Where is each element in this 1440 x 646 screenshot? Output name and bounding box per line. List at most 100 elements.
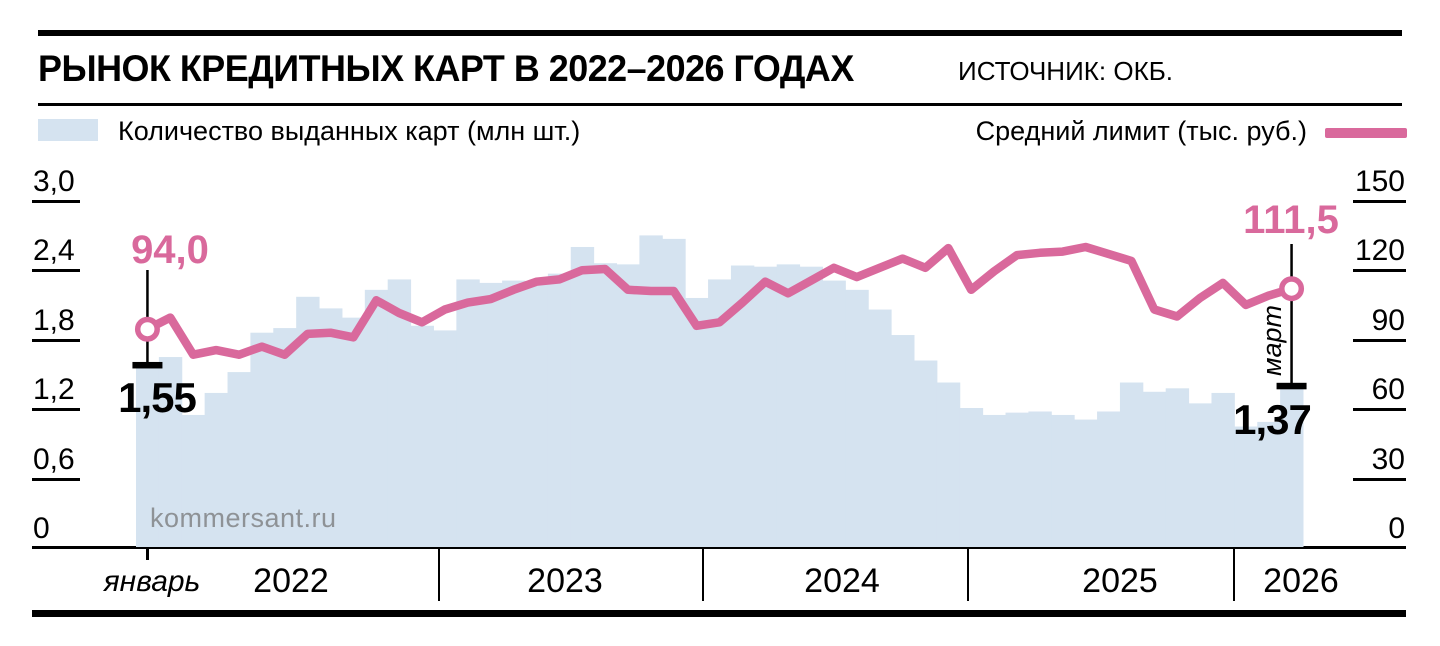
x-label-2026: 2026 (1263, 562, 1339, 600)
x-label-2025: 2025 (1082, 562, 1158, 600)
average-limit-line (143, 242, 1296, 359)
bar-month-2025-10 (1165, 388, 1190, 547)
bar-month-2022-10 (341, 317, 366, 547)
bar-month-2022-03 (181, 414, 206, 547)
left-axis-tick-0: 0 (33, 512, 50, 545)
bar-month-2022-06 (250, 332, 274, 547)
right-axis-tick-90: 90 (1371, 303, 1405, 337)
right-axis-tick-150: 150 (1354, 164, 1405, 198)
bar-month-2025-02 (982, 414, 1007, 547)
bar-month-2023-12 (662, 238, 686, 547)
start-bar-tick (132, 361, 163, 369)
x-label-2023: 2023 (527, 562, 603, 600)
right-axis-tick-60: 60 (1371, 373, 1405, 406)
january-tick (146, 548, 149, 560)
bar-month-2023-01 (410, 325, 434, 547)
bar-month-2023-03 (456, 279, 480, 547)
bar-month-2025-08 (1119, 382, 1144, 547)
right-axis-tick-30: 30 (1371, 442, 1405, 476)
right-axis-tick-0: 0 (1388, 512, 1405, 545)
bar-month-2024-09 (868, 309, 892, 547)
bar-month-2025-06 (1074, 419, 1098, 547)
bottom-rule (32, 610, 1406, 617)
watermark: kommersant.ru (150, 503, 337, 533)
bar-month-2025-09 (1142, 391, 1167, 547)
tick-line (32, 199, 80, 203)
bar-month-2024-06 (799, 266, 823, 547)
bar-month-2023-11 (639, 235, 663, 547)
end-bar-tick (1276, 382, 1307, 390)
x-label-january: январь (103, 565, 201, 598)
tick-line (1353, 199, 1406, 203)
year-divider-2024 (702, 548, 704, 601)
bar-month-2025-03 (1005, 412, 1029, 547)
bar-month-2025-04 (1028, 411, 1052, 547)
bar-month-2023-04 (479, 282, 503, 547)
bar-start-value-label: 1,55 (118, 374, 197, 421)
header-divider-rule (38, 103, 1402, 106)
bar-month-2022-11 (364, 289, 389, 547)
line-start-value-label: 94,0 (131, 228, 209, 272)
bar-month-2022-09 (319, 308, 343, 547)
tick-line (32, 338, 80, 342)
bar-month-2022-04 (204, 392, 229, 547)
bar-month-2022-12 (387, 279, 412, 547)
start-point-marker (134, 316, 160, 342)
bar-end-value-label: 1,37 (1233, 396, 1312, 443)
tick-line (1353, 338, 1406, 342)
bar-month-2024-12 (936, 382, 961, 547)
bar-month-2023-08 (570, 246, 595, 548)
bar-month-2025-12 (1211, 392, 1235, 547)
bar-month-2023-10 (616, 264, 640, 547)
left-axis-tick-1,8: 1,8 (33, 303, 75, 337)
bar-month-2026-01 (1234, 426, 1258, 547)
left-axis-tick-1,2: 1,2 (33, 373, 75, 406)
bar-month-2022-08 (296, 296, 320, 547)
bar-month-2022-01 (136, 367, 160, 547)
bar-month-2024-05 (776, 264, 801, 547)
bar-month-2026-03 (1280, 388, 1304, 547)
year-divider-2023 (438, 548, 440, 601)
left-axis-tick-3,0: 3,0 (33, 164, 75, 198)
bar-month-2022-07 (273, 328, 297, 547)
bar-month-2024-10 (891, 335, 915, 547)
bar-month-2024-03 (730, 265, 755, 547)
left-axis-tick-0,6: 0,6 (33, 442, 75, 476)
bar-month-2025-07 (1097, 411, 1121, 547)
page-title: РЫНОК КРЕДИТНЫХ КАРТ В 2022–2026 ГОДАХ (38, 48, 854, 89)
bar-month-2022-02 (158, 357, 183, 547)
line-legend-swatch (1325, 128, 1407, 138)
bar-month-2025-01 (959, 408, 984, 547)
bar-month-2023-09 (593, 263, 618, 547)
right-axis-tick-120: 120 (1354, 234, 1405, 267)
x-axis-baseline (32, 546, 1406, 549)
year-divider-2026 (1233, 548, 1235, 601)
end-point-marker (1279, 276, 1305, 302)
bar-month-2024-01 (685, 297, 709, 547)
bar-month-2025-05 (1051, 414, 1075, 547)
tick-line (1353, 269, 1406, 272)
bars-legend-label: Количество выданных карт (млн шт.) (118, 116, 581, 146)
x-label-2024: 2024 (804, 562, 880, 600)
bar-month-2024-02 (708, 279, 732, 547)
bar-month-2024-07 (822, 280, 846, 547)
tick-line (32, 269, 80, 272)
source-label: ИСТОЧНИК: ОКБ. (958, 56, 1174, 86)
bar-month-2024-11 (914, 360, 938, 547)
tick-line (32, 408, 80, 411)
bars-legend-swatch (38, 119, 98, 141)
tick-line (1353, 408, 1406, 411)
bar-month-2023-02 (433, 330, 457, 547)
tick-line (32, 477, 80, 481)
bar-month-2023-06 (525, 282, 549, 547)
bar-month-2026-02 (1257, 421, 1281, 547)
top-rule (38, 30, 1402, 36)
line-end-value-label: 111,5 (1243, 198, 1339, 242)
x-label-2022: 2022 (253, 562, 329, 600)
bar-month-2025-11 (1188, 403, 1212, 547)
left-axis-tick-2,4: 2,4 (33, 234, 75, 267)
line-legend-label: Средний лимит (тыс. руб.) (975, 116, 1307, 146)
bar-month-2024-08 (845, 289, 869, 547)
